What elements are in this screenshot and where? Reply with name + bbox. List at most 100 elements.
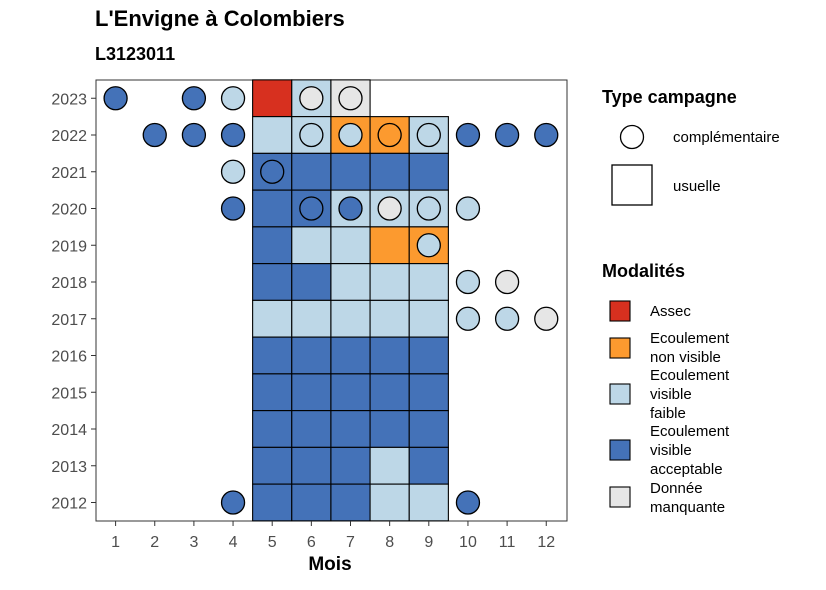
dot-2017-11 [494,306,520,331]
dot-2022-8 [377,122,402,148]
dot-2023-1 [103,86,128,111]
legend-key-assec [609,300,631,322]
tile-2016-6 [291,336,332,375]
dot-2018-11 [494,269,520,295]
tile-2021-6 [291,152,332,191]
chart-title: L'Envigne à Colombiers [95,6,345,31]
y-tick-label-2013: 2013 [51,459,87,476]
tile-2013-6 [291,446,332,485]
x-tick-label-10: 10 [459,534,477,551]
y-tick-label-2015: 2015 [51,385,87,402]
x-tick-label-11: 11 [499,534,516,551]
dot-2017-12 [534,306,559,331]
tile-2013-7 [330,446,371,485]
tile-2016-5 [252,336,293,375]
tile-2019-5 [252,226,293,265]
dot-2021-4 [220,159,246,184]
legend-key-manquante [609,486,631,508]
y-tick-label-2016: 2016 [51,349,87,366]
y-tick-label-2017: 2017 [51,312,87,329]
tile-2021-8 [369,152,410,191]
dot-2023-3 [181,86,207,111]
legend-modalites-keys [609,300,631,508]
tile-2012-6 [291,483,332,522]
y-axis: 2012 2013 2014 2015 2016 2017 2018 2019 2020 2021… [51,91,96,513]
y-tick-label-2021: 2021 [51,165,87,182]
dot-2023-7 [338,86,363,111]
x-tick-label-3: 3 [189,534,198,551]
x-axis-title: Mois [308,554,352,575]
dot-2012-10 [455,490,481,515]
tile-2018-7 [330,263,371,301]
tile-2017-6 [291,299,332,338]
x-tick-label-7: 7 [346,534,355,551]
tile-2015-5 [252,373,293,412]
legend-type-label-usuelle: usuelle [673,178,721,195]
x-tick-label-6: 6 [307,534,316,551]
dot-2022-7 [338,122,363,148]
tile-2019-8 [369,226,410,265]
tile-2022-5 [252,116,293,154]
legend-type-title: Type campagne [602,87,737,107]
legend-type-label-complementaire: complémentaire [673,129,780,146]
dot-2022-10 [455,122,481,148]
legend-label-assec: Assec [650,303,691,320]
tile-2018-9 [408,263,449,301]
dot-2020-4 [220,196,246,221]
legend-key-faible [609,383,631,405]
legend-key-acceptable [609,439,631,461]
legend-label-manquante: Donnée manquante [650,480,726,516]
x-tick-label-9: 9 [424,534,433,551]
tile-2014-8 [369,410,410,448]
tile-2021-7 [330,152,371,191]
tile-2013-5 [252,446,293,485]
dot-2022-12 [534,122,559,148]
legend-label-faible: Ecoulement visible faible [650,367,730,422]
tile-2015-8 [369,373,410,412]
tile-2012-9 [408,483,449,522]
tile-2018-6 [291,263,332,301]
legend-key-complementaire [619,124,645,150]
x-axis: 1 2 3 4 5 6 7 8 9 10 11 12 [111,521,555,551]
x-tick-label-4: 4 [229,534,238,551]
x-tick-label-5: 5 [268,534,277,551]
tile-2016-7 [330,336,371,375]
complementaire-dots [103,86,559,515]
tile-2017-9 [408,299,449,338]
legend-modalites-title: Modalités [602,261,686,281]
x-tick-label-8: 8 [385,534,394,551]
tile-2014-6 [291,410,332,448]
y-tick-label-2020: 2020 [51,202,87,219]
tile-2012-5 [252,483,293,522]
y-tick-label-2023: 2023 [51,91,87,108]
dot-2022-4 [220,122,246,148]
tile-2014-7 [330,410,371,448]
tile-2015-7 [330,373,371,412]
legend-key-nonvisible [609,337,631,359]
legend-type-keys [611,124,653,206]
dot-2020-6 [299,196,324,221]
tile-2015-9 [408,373,449,412]
dot-2020-7 [338,196,363,221]
dot-2023-4 [220,86,246,111]
y-tick-label-2022: 2022 [51,128,87,145]
dot-2020-10 [455,196,481,221]
tile-2019-7 [330,226,371,265]
dot-2023-6 [299,86,324,111]
legend-label-acceptable: Ecoulement visible acceptable [650,423,730,478]
tile-2018-8 [369,263,410,301]
dot-2017-10 [455,306,481,331]
tile-2020-5 [252,189,293,228]
usuelle-tiles [252,79,449,522]
y-tick-label-2019: 2019 [51,238,87,255]
tile-2014-5 [252,410,293,448]
tile-2018-5 [252,263,293,301]
dot-2021-5 [260,159,285,184]
x-tick-label-1: 1 [111,534,120,551]
dot-2022-11 [494,122,520,148]
dot-2022-6 [299,122,324,148]
tile-2012-7 [330,483,371,522]
dot-2019-9 [416,233,441,258]
tile-2017-5 [252,299,293,338]
